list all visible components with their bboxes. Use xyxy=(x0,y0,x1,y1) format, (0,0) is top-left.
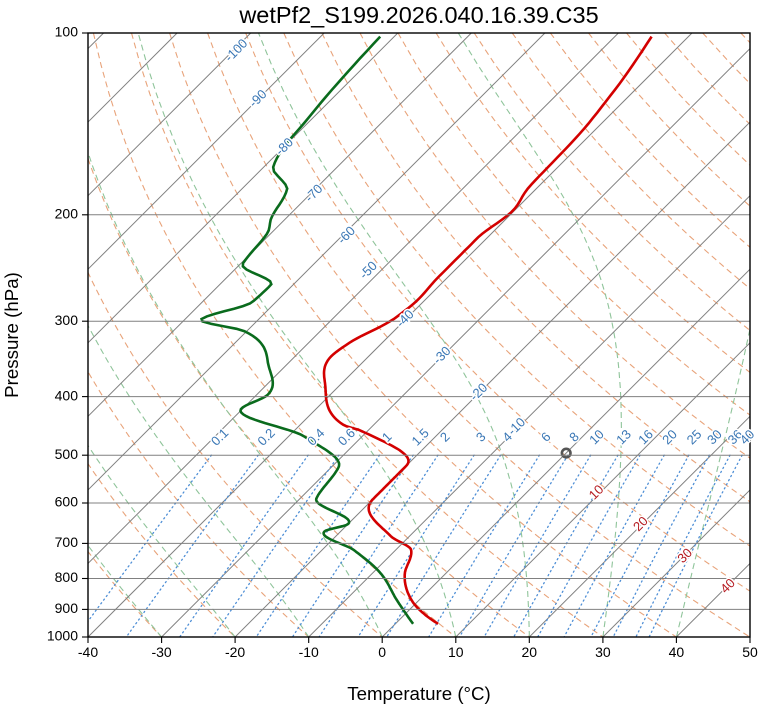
svg-text:-30: -30 xyxy=(151,644,171,660)
svg-text:50: 50 xyxy=(742,644,758,660)
svg-text:Temperature (°C): Temperature (°C) xyxy=(347,683,491,704)
svg-text:40: 40 xyxy=(669,644,685,660)
svg-text:Pressure (hPa): Pressure (hPa) xyxy=(1,272,22,398)
svg-text:800: 800 xyxy=(55,569,79,585)
svg-text:-20: -20 xyxy=(225,644,245,660)
svg-text:10: 10 xyxy=(448,644,464,660)
svg-text:700: 700 xyxy=(55,534,79,550)
svg-text:900: 900 xyxy=(55,600,79,616)
svg-text:500: 500 xyxy=(55,446,79,462)
svg-text:wetPf2_S199.2026.040.16.39.C35: wetPf2_S199.2026.040.16.39.C35 xyxy=(238,2,598,28)
svg-text:0: 0 xyxy=(378,644,386,660)
svg-text:400: 400 xyxy=(55,387,79,403)
svg-text:20: 20 xyxy=(522,644,538,660)
svg-text:200: 200 xyxy=(55,206,79,222)
svg-text:-40: -40 xyxy=(78,644,98,660)
svg-text:30: 30 xyxy=(595,644,611,660)
svg-text:100: 100 xyxy=(55,24,79,40)
svg-text:300: 300 xyxy=(55,312,79,328)
svg-text:600: 600 xyxy=(55,494,79,510)
svg-text:1000: 1000 xyxy=(47,628,78,644)
svg-text:-10: -10 xyxy=(299,644,319,660)
